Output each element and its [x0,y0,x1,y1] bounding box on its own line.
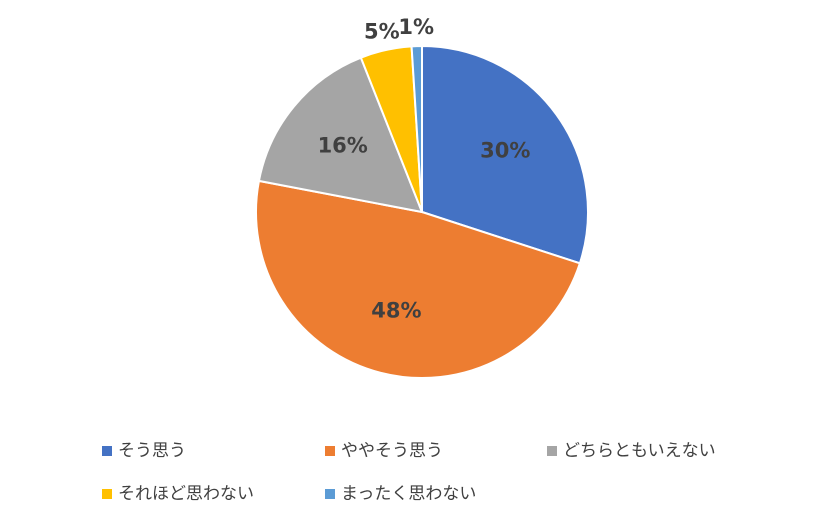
legend-label: そう思う [118,441,186,461]
pie-slice [421,44,589,265]
data-label: 5% [364,19,400,43]
legend-marker [102,446,112,456]
legend-label: どちらともいえない [563,441,716,461]
legend-marker [325,489,335,499]
legend-label: ややそう思う [341,441,443,461]
pie-slice [255,179,582,379]
data-label: 30% [480,139,530,163]
data-label: 1% [398,15,434,39]
data-label: 48% [371,299,421,323]
legend-marker [547,446,557,456]
data-label: 16% [318,133,368,157]
legend-marker [102,489,112,499]
pie-slice [410,44,423,213]
pie-slice [257,56,424,214]
legend-marker [325,446,335,456]
legend-label: まったく思わない [341,484,476,504]
legend-label: それほど思わない [118,484,254,504]
